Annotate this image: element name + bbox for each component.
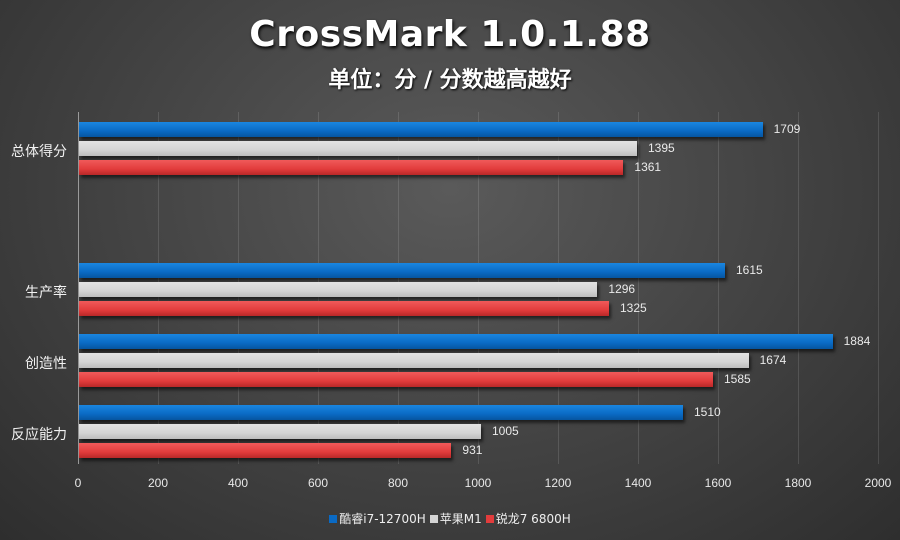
category-label: 反应能力 xyxy=(11,427,67,443)
legend-swatch-icon xyxy=(485,515,494,523)
legend-swatch-icon xyxy=(329,515,338,523)
category-label: 生产率 xyxy=(25,285,67,301)
x-tick-label: 600 xyxy=(307,476,329,490)
data-label: 1395 xyxy=(648,141,675,155)
bar xyxy=(79,372,713,387)
bar xyxy=(79,122,763,137)
legend-label: 酷睿i7-12700H xyxy=(339,512,426,526)
data-label: 1361 xyxy=(634,160,662,174)
bar xyxy=(79,141,637,156)
bar xyxy=(79,405,683,420)
y-axis-line xyxy=(78,112,79,464)
bar xyxy=(79,424,481,439)
bar xyxy=(79,443,452,458)
legend-label: 锐龙7 6800H xyxy=(495,512,571,526)
bar xyxy=(79,263,725,278)
x-tick-label: 200 xyxy=(147,476,169,490)
data-label: 1005 xyxy=(492,424,519,438)
legend: 酷睿i7-12700H 苹果M1 锐龙7 6800H xyxy=(0,510,900,527)
data-label: 1585 xyxy=(724,372,751,386)
gridline xyxy=(798,112,799,464)
x-tick-label: 1200 xyxy=(544,476,572,490)
x-tick-label: 800 xyxy=(387,476,409,490)
data-label: 1325 xyxy=(620,301,647,315)
x-tick-label: 0 xyxy=(74,476,82,490)
category-label: 创造性 xyxy=(25,356,67,372)
x-tick-label: 400 xyxy=(227,476,249,490)
legend-item: 酷睿i7-12700H xyxy=(329,512,426,526)
legend-item: 锐龙7 6800H xyxy=(485,512,571,526)
gridline xyxy=(878,112,879,464)
x-tick-label: 2000 xyxy=(864,476,892,490)
chart-subtitle: 单位：分 / 分数越高越好 xyxy=(328,68,572,93)
x-tick-label: 1800 xyxy=(784,476,812,490)
legend-swatch-icon xyxy=(429,515,438,523)
x-tick-label: 1600 xyxy=(704,476,732,490)
category-label: 总体得分 xyxy=(11,144,67,160)
x-tick-label: 1000 xyxy=(464,476,492,490)
bar xyxy=(79,301,609,316)
x-tick-label: 1400 xyxy=(624,476,652,490)
data-label: 931 xyxy=(462,443,483,457)
data-label: 1674 xyxy=(759,353,787,367)
legend-item: 苹果M1 xyxy=(429,512,482,526)
gridline xyxy=(718,112,719,464)
plot-area: 1709 1395 1361 1615 1296 1325 1884 1674 1585 1510… xyxy=(78,112,879,464)
data-label: 1615 xyxy=(736,263,763,277)
gridline xyxy=(638,112,639,464)
bar xyxy=(79,282,598,297)
chart-title: CrossMark 1.0.1.88 xyxy=(249,14,651,55)
bar xyxy=(79,160,624,175)
legend-label: 苹果M1 xyxy=(439,512,482,526)
data-label: 1709 xyxy=(773,122,801,136)
data-label: 1510 xyxy=(694,405,721,419)
bar xyxy=(79,353,749,368)
bar xyxy=(79,334,833,349)
data-label: 1884 xyxy=(843,334,871,348)
data-label: 1296 xyxy=(608,282,636,296)
